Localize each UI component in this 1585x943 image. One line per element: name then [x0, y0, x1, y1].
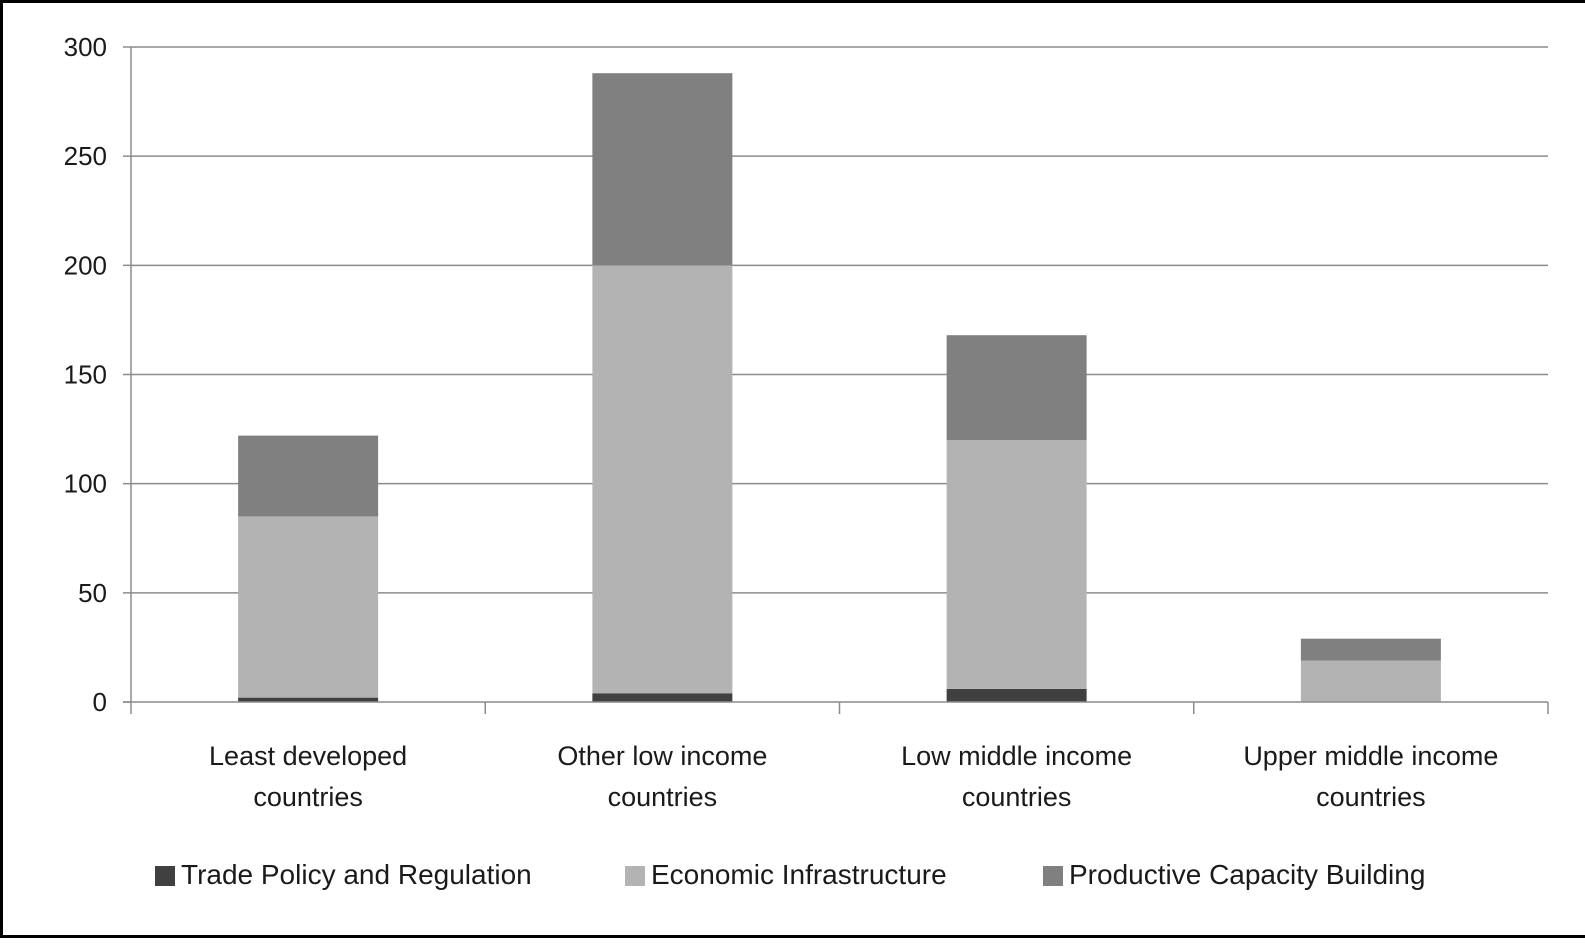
axes: 0 50 100 150 200 250 300 Least developed countri…	[64, 32, 1549, 812]
bar-segment	[238, 516, 379, 698]
legend-label: Productive Capacity Building	[1069, 859, 1425, 890]
legend-swatch	[155, 866, 175, 886]
x-category-label: Least developed countries	[209, 741, 407, 812]
bar-segment	[592, 265, 733, 694]
legend-swatch	[1043, 866, 1063, 886]
y-tick-label: 100	[64, 469, 107, 499]
bars	[238, 73, 1441, 702]
bar-segment	[238, 435, 379, 517]
y-tick-label: 250	[64, 141, 107, 171]
y-tick-label: 200	[64, 250, 107, 280]
y-tick-label: 0	[93, 687, 107, 717]
bar-segment	[946, 688, 1087, 702]
y-tick-label: 50	[78, 578, 107, 608]
bar-segment	[592, 693, 733, 702]
x-category-label: Low middle income countries	[901, 741, 1132, 812]
x-category-label: Upper middle income countries	[1243, 741, 1498, 812]
legend-label: Trade Policy and Regulation	[181, 859, 532, 890]
bar-segment	[946, 440, 1087, 689]
bar-segment	[946, 335, 1087, 440]
legend-label: Economic Infrastructure	[651, 859, 947, 890]
legend: Trade Policy and Regulation Economic Infr…	[155, 859, 1425, 890]
x-category-label: Other low income countries	[557, 741, 767, 812]
bar-segment	[592, 73, 733, 266]
bar-segment	[1300, 660, 1441, 702]
stacked-bar-chart: 0 50 100 150 200 250 300 Least developed countri…	[64, 32, 1549, 890]
bar-segment	[238, 697, 379, 702]
bar-segment	[1300, 638, 1441, 661]
y-tick-label: 300	[64, 32, 107, 62]
y-tick-label: 150	[64, 360, 107, 390]
legend-swatch	[625, 866, 645, 886]
